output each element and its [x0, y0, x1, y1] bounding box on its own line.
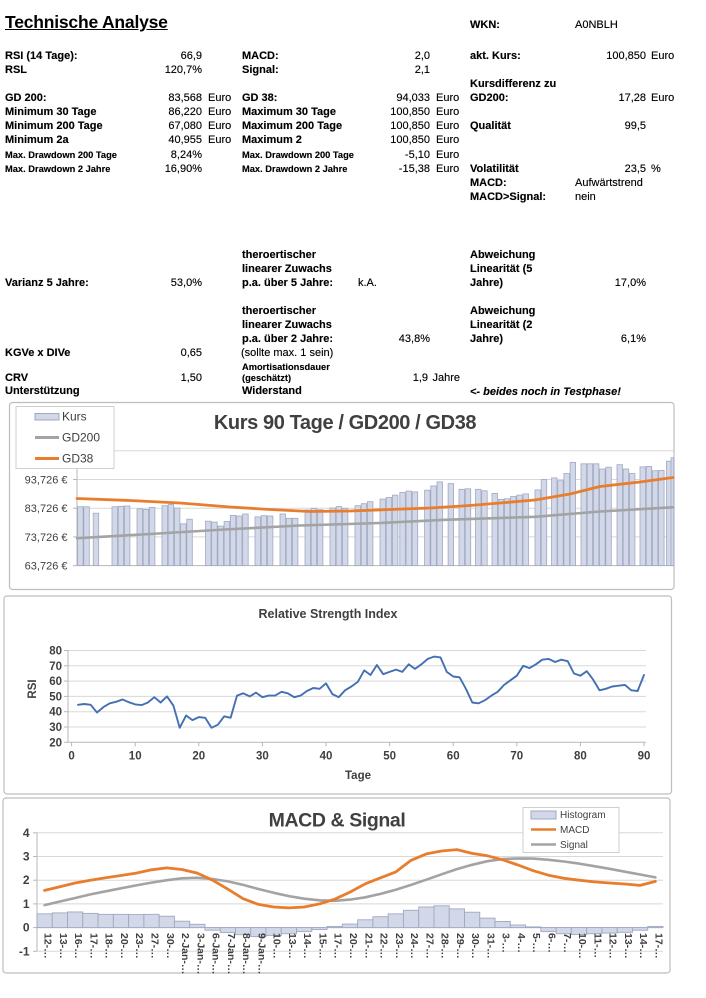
- svg-text:14-…: 14-…: [301, 933, 313, 959]
- svg-text:73,726 €: 73,726 €: [25, 532, 68, 544]
- svg-text:MACD & Signal: MACD & Signal: [269, 810, 406, 832]
- svg-text:16-…: 16-…: [72, 933, 84, 959]
- svg-text:20-…: 20-…: [118, 933, 130, 959]
- svg-text:14-…: 14-…: [637, 933, 649, 959]
- svg-text:22-…: 22-…: [378, 933, 390, 959]
- svg-text:2-Jan-…: 2-Jan-…: [179, 933, 191, 974]
- svg-text:Tage: Tage: [345, 770, 371, 782]
- svg-text:MACD: MACD: [560, 825, 589, 836]
- svg-text:Kurs 90 Tage / GD200 / GD38: Kurs 90 Tage / GD200 / GD38: [214, 412, 477, 434]
- svg-text:3-…: 3-…: [500, 933, 512, 953]
- svg-text:17-…: 17-…: [87, 933, 99, 959]
- svg-text:23-…: 23-…: [133, 933, 145, 959]
- svg-text:9-Jan-…: 9-Jan-…: [255, 933, 267, 974]
- svg-text:30-…: 30-…: [469, 933, 481, 959]
- svg-text:0: 0: [68, 751, 74, 763]
- svg-text:13-…: 13-…: [286, 933, 298, 959]
- svg-text:70: 70: [49, 661, 62, 673]
- svg-text:2: 2: [23, 873, 30, 887]
- svg-text:80: 80: [49, 646, 62, 658]
- svg-text:90: 90: [638, 751, 651, 763]
- svg-text:RSI: RSI: [27, 679, 39, 698]
- svg-text:1: 1: [23, 897, 30, 911]
- svg-text:27-…: 27-…: [149, 933, 161, 959]
- svg-text:7-…: 7-…: [561, 933, 573, 953]
- svg-text:60: 60: [49, 676, 62, 688]
- svg-text:30: 30: [49, 722, 62, 734]
- svg-text:40: 40: [49, 707, 62, 719]
- svg-text:27-…: 27-…: [423, 933, 435, 959]
- svg-text:4-…: 4-…: [515, 933, 527, 953]
- svg-text:83,726 €: 83,726 €: [25, 503, 68, 515]
- svg-text:4: 4: [23, 826, 30, 840]
- svg-text:10-…: 10-…: [576, 933, 588, 959]
- svg-text:29-…: 29-…: [454, 933, 466, 959]
- svg-text:20: 20: [192, 751, 205, 763]
- svg-text:50: 50: [49, 691, 62, 703]
- svg-text:Histogram: Histogram: [560, 810, 606, 821]
- svg-text:63,726 €: 63,726 €: [25, 561, 68, 573]
- svg-text:GD38: GD38: [62, 452, 94, 466]
- svg-text:Relative Strength Index: Relative Strength Index: [259, 607, 398, 621]
- svg-text:3: 3: [23, 850, 30, 864]
- svg-text:11-…: 11-…: [591, 933, 603, 958]
- svg-text:40: 40: [320, 751, 333, 763]
- svg-text:-1: -1: [19, 944, 30, 958]
- svg-text:5-…: 5-…: [530, 933, 542, 953]
- svg-text:Kurs: Kurs: [62, 410, 87, 424]
- svg-text:10-…: 10-…: [271, 933, 283, 959]
- svg-text:93,726 €: 93,726 €: [25, 475, 68, 487]
- svg-text:8-Jan-…: 8-Jan-…: [240, 933, 252, 974]
- svg-text:24-…: 24-…: [408, 933, 420, 959]
- svg-text:20-…: 20-…: [347, 933, 359, 959]
- svg-text:21-…: 21-…: [362, 933, 374, 959]
- svg-text:23-…: 23-…: [393, 933, 405, 959]
- svg-text:50: 50: [383, 751, 396, 763]
- svg-text:18-…: 18-…: [103, 933, 115, 959]
- svg-text:0: 0: [23, 921, 30, 935]
- svg-text:28-…: 28-…: [439, 933, 451, 959]
- svg-text:6-…: 6-…: [546, 933, 558, 953]
- svg-text:31-…: 31-…: [484, 933, 496, 959]
- svg-text:60: 60: [447, 751, 460, 763]
- svg-text:GD200: GD200: [62, 431, 100, 445]
- svg-text:30-…: 30-…: [164, 933, 176, 959]
- svg-text:17-…: 17-…: [332, 933, 344, 959]
- svg-text:15-…: 15-…: [317, 933, 329, 959]
- svg-text:20: 20: [49, 737, 62, 749]
- svg-text:7-Jan-…: 7-Jan-…: [225, 933, 237, 974]
- svg-text:13-…: 13-…: [57, 933, 69, 959]
- svg-text:30: 30: [256, 751, 269, 763]
- svg-text:13-…: 13-…: [622, 933, 634, 959]
- svg-text:80: 80: [574, 751, 587, 763]
- svg-text:6-Jan-…: 6-Jan-…: [210, 933, 222, 974]
- svg-text:12-…: 12-…: [42, 933, 54, 959]
- svg-text:Signal: Signal: [560, 840, 588, 851]
- svg-text:3-Jan-…: 3-Jan-…: [194, 933, 206, 974]
- svg-text:12-…: 12-…: [607, 933, 619, 959]
- svg-text:10: 10: [129, 751, 142, 763]
- svg-text:70: 70: [510, 751, 523, 763]
- svg-text:17-…: 17-…: [652, 933, 664, 959]
